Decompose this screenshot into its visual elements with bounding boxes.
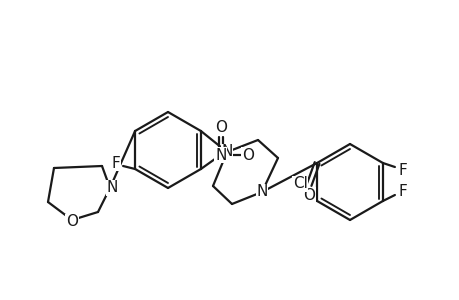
Text: N: N — [215, 148, 226, 163]
Text: N: N — [221, 145, 232, 160]
Text: O: O — [214, 121, 226, 136]
Text: F: F — [397, 184, 406, 199]
Text: N: N — [106, 181, 118, 196]
Text: F: F — [112, 155, 120, 170]
Text: O: O — [66, 214, 78, 230]
Text: Cl: Cl — [292, 176, 307, 191]
Text: O: O — [241, 148, 253, 163]
Text: N: N — [256, 184, 267, 200]
Text: F: F — [397, 164, 406, 178]
Text: O: O — [302, 188, 314, 202]
